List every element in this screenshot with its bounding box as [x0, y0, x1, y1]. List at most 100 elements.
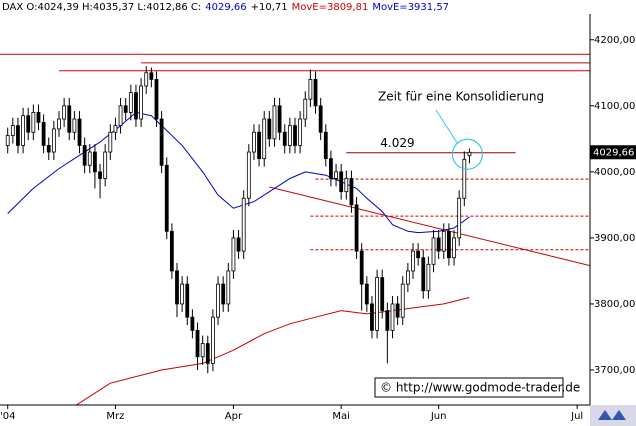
- candle-body: [452, 237, 456, 259]
- candle-body: [154, 78, 159, 120]
- candle-body: [400, 283, 405, 318]
- y-tick-label: 4100,00: [594, 101, 635, 112]
- candle-body: [77, 118, 82, 146]
- candle-body: [385, 310, 390, 331]
- candle-body: [364, 283, 369, 305]
- candle-body: [185, 283, 190, 318]
- x-tick-label: Jun: [430, 411, 447, 422]
- copyright-box: [374, 377, 564, 398]
- candle-body: [375, 277, 379, 331]
- candle-body: [26, 115, 31, 133]
- candle-body: [467, 151, 472, 157]
- highlight-circle: [451, 138, 484, 170]
- candle-body: [123, 105, 128, 113]
- candle-body: [200, 343, 205, 358]
- candle-body: [149, 72, 154, 80]
- header-item: DAX O:4024,39 H:4035,37 L:4012,86 C:: [2, 2, 201, 13]
- candle-body: [344, 178, 349, 193]
- candle-body: [272, 105, 277, 140]
- candle-body: [380, 277, 385, 311]
- candle-body: [262, 118, 267, 160]
- annotation-pointer: [435, 109, 458, 144]
- candle-body: [62, 105, 67, 120]
- candle-body: [108, 131, 113, 153]
- candle-body: [180, 283, 185, 305]
- candle-body: [416, 250, 421, 259]
- candle-body: [462, 158, 467, 199]
- candle-body: [82, 145, 87, 166]
- candle-body: [190, 316, 195, 331]
- candle-body: [318, 105, 323, 133]
- candle-body: [159, 118, 164, 166]
- y-tick-label: 3700,00: [594, 365, 635, 376]
- candle-body: [31, 112, 36, 133]
- candle-body: [323, 131, 328, 160]
- moving-average: [75, 297, 470, 405]
- candle-body: [139, 85, 143, 120]
- candle-body: [313, 78, 318, 107]
- candle-body: [431, 237, 436, 265]
- candle-body: [205, 343, 210, 364]
- candle-body: [36, 112, 41, 123]
- header: DAX O:4024,39 H:4035,37 L:4012,86 C: 4029…: [2, 2, 449, 13]
- x-tick-label: Jul: [570, 411, 583, 422]
- y-tick-label: 3800,00: [594, 299, 635, 310]
- trendline: [269, 186, 590, 267]
- candle-body: [103, 151, 108, 179]
- annotation: Zeit für eine Konsolidierung: [378, 90, 544, 104]
- y-tick-label: 4200,00: [594, 35, 635, 46]
- candle-body: [457, 197, 462, 239]
- level-label: 4.029: [380, 136, 414, 150]
- y-tick-label: 4000,00: [594, 167, 635, 178]
- candle-body: [354, 204, 359, 252]
- header-item: 4029,66: [205, 2, 246, 13]
- copyright: © http://www.godmode-trader.de: [380, 381, 580, 395]
- candle-body: [252, 131, 256, 153]
- candle-body: [246, 151, 251, 199]
- candle-body: [359, 250, 364, 285]
- candle-body: [231, 237, 236, 272]
- candle-body: [226, 270, 231, 305]
- candle-body: [277, 105, 282, 133]
- header-item: MovE=3809,81: [292, 2, 369, 13]
- last-price-box: [590, 145, 636, 160]
- candle-body: [51, 128, 56, 153]
- x-tick-label: Mai: [332, 411, 350, 422]
- candle-body: [211, 316, 215, 364]
- candle-body: [118, 105, 123, 127]
- candle-body: [21, 115, 25, 146]
- x-tick-label: Mrz: [106, 411, 124, 422]
- candle-body: [216, 283, 220, 318]
- candle-body: [169, 230, 174, 272]
- candle-body: [236, 237, 241, 252]
- candle-body: [257, 131, 261, 160]
- header-item: +10,71: [251, 2, 288, 13]
- candle-body: [41, 121, 46, 146]
- candle-body: [46, 145, 51, 153]
- candle-body: [175, 270, 179, 305]
- last-price-label: 4029,66: [593, 147, 634, 158]
- candle-body: [87, 151, 92, 166]
- candle-body: [113, 125, 118, 133]
- candle-body: [395, 303, 400, 318]
- candle-body: [390, 303, 395, 331]
- candle-body: [144, 72, 149, 87]
- candle-body: [436, 237, 441, 252]
- candle-body: [298, 118, 303, 146]
- candle-body: [134, 92, 138, 120]
- candle-body: [5, 135, 10, 146]
- candle-body: [93, 151, 97, 173]
- y-tick-label: 3900,00: [594, 233, 635, 244]
- x-tick-label: '04: [0, 411, 15, 422]
- candle-body: [426, 263, 431, 292]
- candle-body: [287, 125, 292, 146]
- candle-body: [349, 178, 354, 206]
- candle-body: [441, 230, 446, 252]
- candle-body: [370, 303, 374, 331]
- candle-body: [16, 125, 20, 146]
- candle-body: [334, 171, 338, 179]
- candle-body: [164, 164, 169, 232]
- candle-body: [267, 118, 272, 140]
- candle-body: [57, 118, 61, 130]
